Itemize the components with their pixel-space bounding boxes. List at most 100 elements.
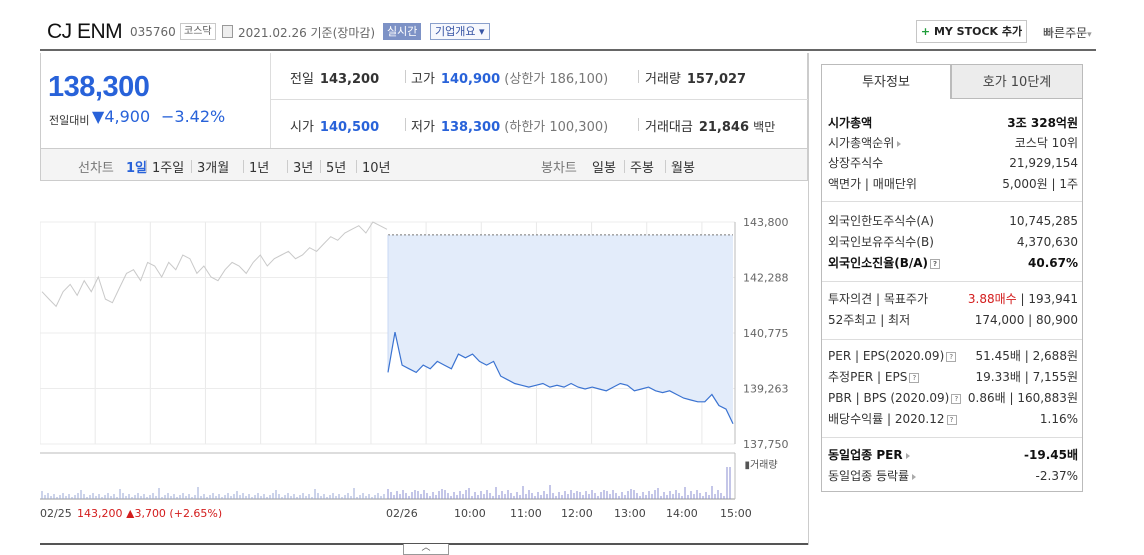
sector-chg-value: -2.37% — [1035, 469, 1078, 483]
pbr-row: PBR | BPS (2020.09)? 0.86배 | 160,883원 — [828, 388, 1078, 408]
amount-unit: 백만 — [753, 120, 776, 134]
foreign-limit-value: 10,745,285 — [1009, 214, 1078, 228]
target-price: 193,941 — [1028, 292, 1078, 306]
par-value: 5,000원 | 1주 — [1002, 177, 1078, 191]
candle-tab-1[interactable]: 주봉 — [630, 161, 654, 176]
foreign-ratio-label: 외국인소진율(B/A) — [828, 256, 929, 270]
arrow-right-icon[interactable] — [912, 473, 917, 480]
help-icon[interactable]: ? — [951, 393, 962, 404]
foreign-ratio-row: 외국인소진율(B/A)? 40.67% — [828, 253, 1078, 273]
chevron-up-icon: ︿ — [421, 543, 431, 553]
cap-rank-label: 시가총액순위 — [828, 136, 895, 150]
change-percent: −3.42% — [161, 107, 226, 126]
volume-legend: ▮거래량 — [744, 459, 777, 471]
x-tick-label: 11:00 — [510, 507, 542, 518]
opinion-label: 투자의견 | 목표주가 — [828, 292, 928, 306]
x-tick-label: 02/25 — [40, 507, 72, 518]
help-icon[interactable]: ? — [909, 372, 920, 383]
x-tick-label: 15:00 — [720, 507, 752, 518]
help-icon[interactable]: ? — [946, 351, 957, 362]
tab-invest-info[interactable]: 투자정보 — [821, 64, 951, 99]
period-tab-5[interactable]: 5년 — [326, 161, 347, 176]
high-value: 140,900 — [440, 72, 501, 87]
period-tab-2[interactable]: 3개월 — [197, 161, 230, 176]
candle-tab-2[interactable]: 월봉 — [671, 161, 695, 176]
help-icon[interactable]: ? — [946, 414, 957, 425]
volume: 거래량 157,027 — [645, 68, 746, 87]
corp-overview-dropdown[interactable]: 기업개요 ▾ — [430, 23, 490, 40]
cap-rank-value: 코스닥 10위 — [1014, 136, 1078, 150]
candle-tab-0[interactable]: 일봉 — [592, 161, 616, 176]
stock-header: CJ ENM 035760 코스닥 2021.02.26 기준(장마감) 실시간… — [40, 18, 1100, 48]
tab-pipe — [624, 160, 625, 173]
foreign-ratio-value: 40.67% — [1028, 256, 1078, 270]
line-chart-label: 선차트 — [78, 161, 114, 176]
range52-value: 174,000 | 80,900 — [974, 313, 1078, 327]
period-tab-6[interactable]: 10년 — [362, 161, 391, 176]
trade-amount: 거래대금 21,846 백만 — [645, 116, 775, 135]
period-tab-0[interactable]: 1일 — [126, 161, 148, 176]
foreign-hold-value: 4,370,630 — [1016, 235, 1078, 249]
dividend-label: 배당수익률 | 2020.12 — [828, 412, 945, 426]
help-icon[interactable]: ? — [930, 258, 941, 269]
mystock-add-button[interactable]: + MY STOCK 추가 — [916, 20, 1027, 43]
period-tab-4[interactable]: 3년 — [293, 161, 314, 176]
prev-day-line — [41, 221, 388, 308]
mystock-label: MY STOCK 추가 — [933, 25, 1023, 38]
dividend-row: 배당수익률 | 2020.12? 1.16% — [828, 409, 1078, 429]
quick-order-label: 빠른주문 — [1043, 26, 1088, 40]
price-hsep — [270, 99, 808, 100]
per-label: PER | EPS(2020.09) — [828, 349, 945, 363]
quick-order-dropdown[interactable]: 빠른주문▾ — [1043, 24, 1092, 41]
panel-divider — [808, 53, 809, 545]
y-tick-label: 137,750 — [743, 438, 789, 451]
amount-label: 거래대금 — [645, 120, 693, 135]
market-cap-label: 시가총액 — [828, 116, 873, 130]
shares-value: 21,929,154 — [1009, 156, 1078, 170]
pipe-divider — [638, 118, 639, 131]
tab-pipe — [146, 160, 147, 173]
x-tick-label: 10:00 — [454, 507, 486, 518]
period-tab-1[interactable]: 1주일 — [152, 161, 185, 176]
volume-value: 157,027 — [686, 72, 747, 87]
pipe-divider — [405, 118, 406, 131]
stock-code: 035760 — [130, 25, 176, 39]
arrow-right-icon[interactable] — [905, 452, 910, 459]
tab-pipe — [287, 160, 288, 173]
x-tick-label: 02/26 — [386, 507, 418, 518]
foreign-limit-row: 외국인한도주식수(A) 10,745,285 — [828, 211, 1078, 231]
y-tick-label: 142,288 — [743, 272, 789, 285]
low-limit: (하한가 100,300) — [504, 120, 609, 135]
y-tick-label: 139,263 — [743, 383, 789, 396]
arrow-right-icon[interactable] — [897, 140, 902, 147]
sector-per-value: -19.45배 — [1024, 448, 1078, 462]
tab-orderbook[interactable]: 호가 10단계 — [951, 64, 1083, 99]
realtime-button[interactable]: 실시간 — [383, 23, 422, 40]
collapse-button[interactable]: ︿ — [403, 544, 449, 555]
period-tab-3[interactable]: 1년 — [249, 161, 270, 176]
invest-tabs: 투자정보 호가 10단계 — [821, 64, 1083, 99]
est-per-row: 추정PER | EPS? 19.33배 | 7,155원 — [828, 367, 1078, 387]
sector-chg-row: 동일업종 등락률 -2.37% — [828, 466, 1078, 486]
current-price: 138,300 — [48, 71, 150, 103]
today-price-line — [387, 331, 734, 425]
tab-pipe — [320, 160, 321, 173]
candle-chart-label: 봉차트 — [541, 161, 577, 176]
tab-pipe — [356, 160, 357, 173]
day-low: 저가 138,300 (하한가 100,300) — [411, 116, 608, 135]
document-icon — [222, 25, 233, 38]
foreign-limit-label: 외국인한도주식수(A) — [828, 214, 934, 228]
opinion-row: 투자의견 | 목표주가 3.88매수 | 193,941 — [828, 289, 1078, 309]
tab-pipe — [191, 160, 192, 173]
row-divider — [822, 339, 1082, 340]
y-tick-label: 140,775 — [743, 327, 789, 340]
chart-tabbar: 선차트 1일 1주일 3개월 1년 3년 5년 10년 봉차트 일봉 주봉 월봉 — [40, 148, 808, 181]
row-divider — [822, 437, 1082, 438]
change-value: ▼4,900 — [92, 107, 150, 126]
invest-body: 시가총액 3조 328억원 시가총액순위 코스닥 10위 상장주식수 21,929,1… — [821, 99, 1083, 492]
price-summary: 138,300 전일대비 ▼4,900 −3.42% 전일 143,200 고가 1… — [40, 53, 808, 149]
chevron-down-icon: ▾ — [1087, 30, 1092, 40]
par-label: 액면가 | 매매단위 — [828, 177, 917, 191]
open-value: 140,500 — [319, 120, 380, 135]
open-price: 시가 140,500 — [290, 116, 379, 135]
